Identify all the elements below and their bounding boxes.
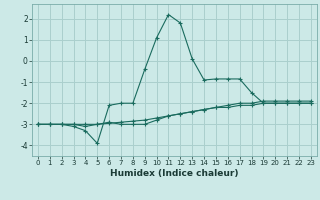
X-axis label: Humidex (Indice chaleur): Humidex (Indice chaleur) [110, 169, 239, 178]
